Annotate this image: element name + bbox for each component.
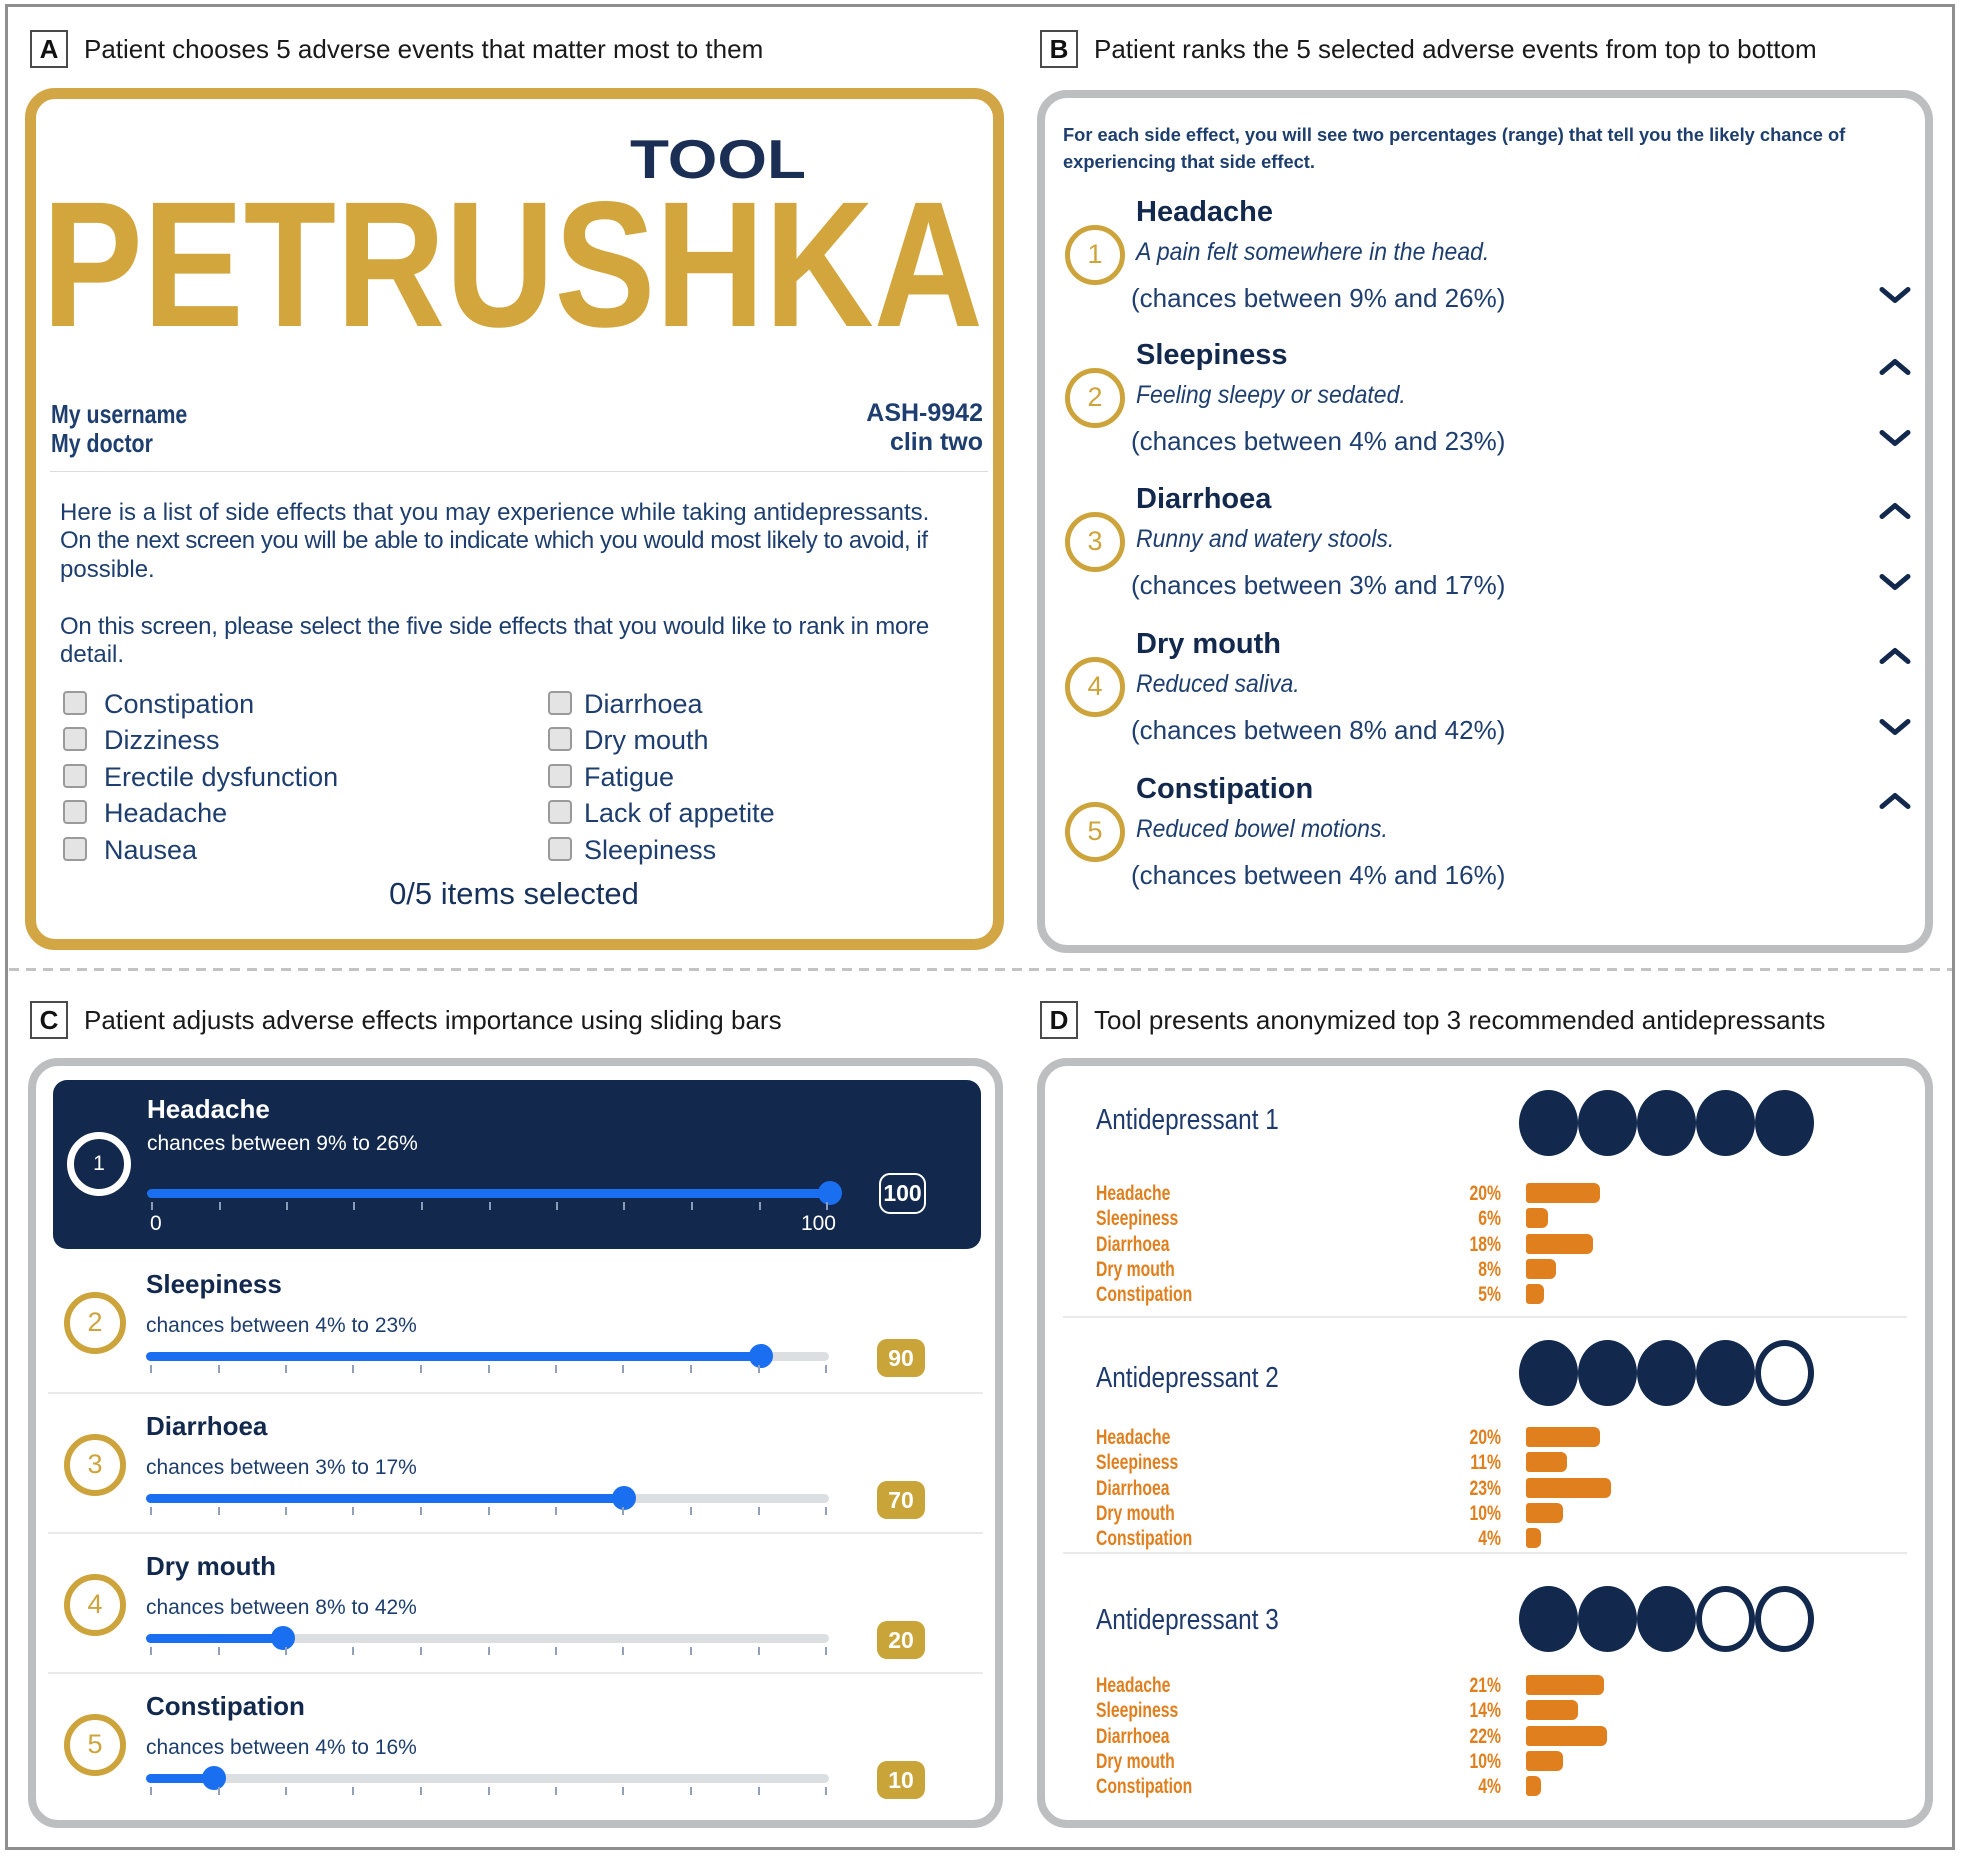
svg-text:PETRUSHKA: PETRUSHKA [42, 195, 983, 335]
svg-text:TOOL: TOOL [630, 130, 806, 184]
